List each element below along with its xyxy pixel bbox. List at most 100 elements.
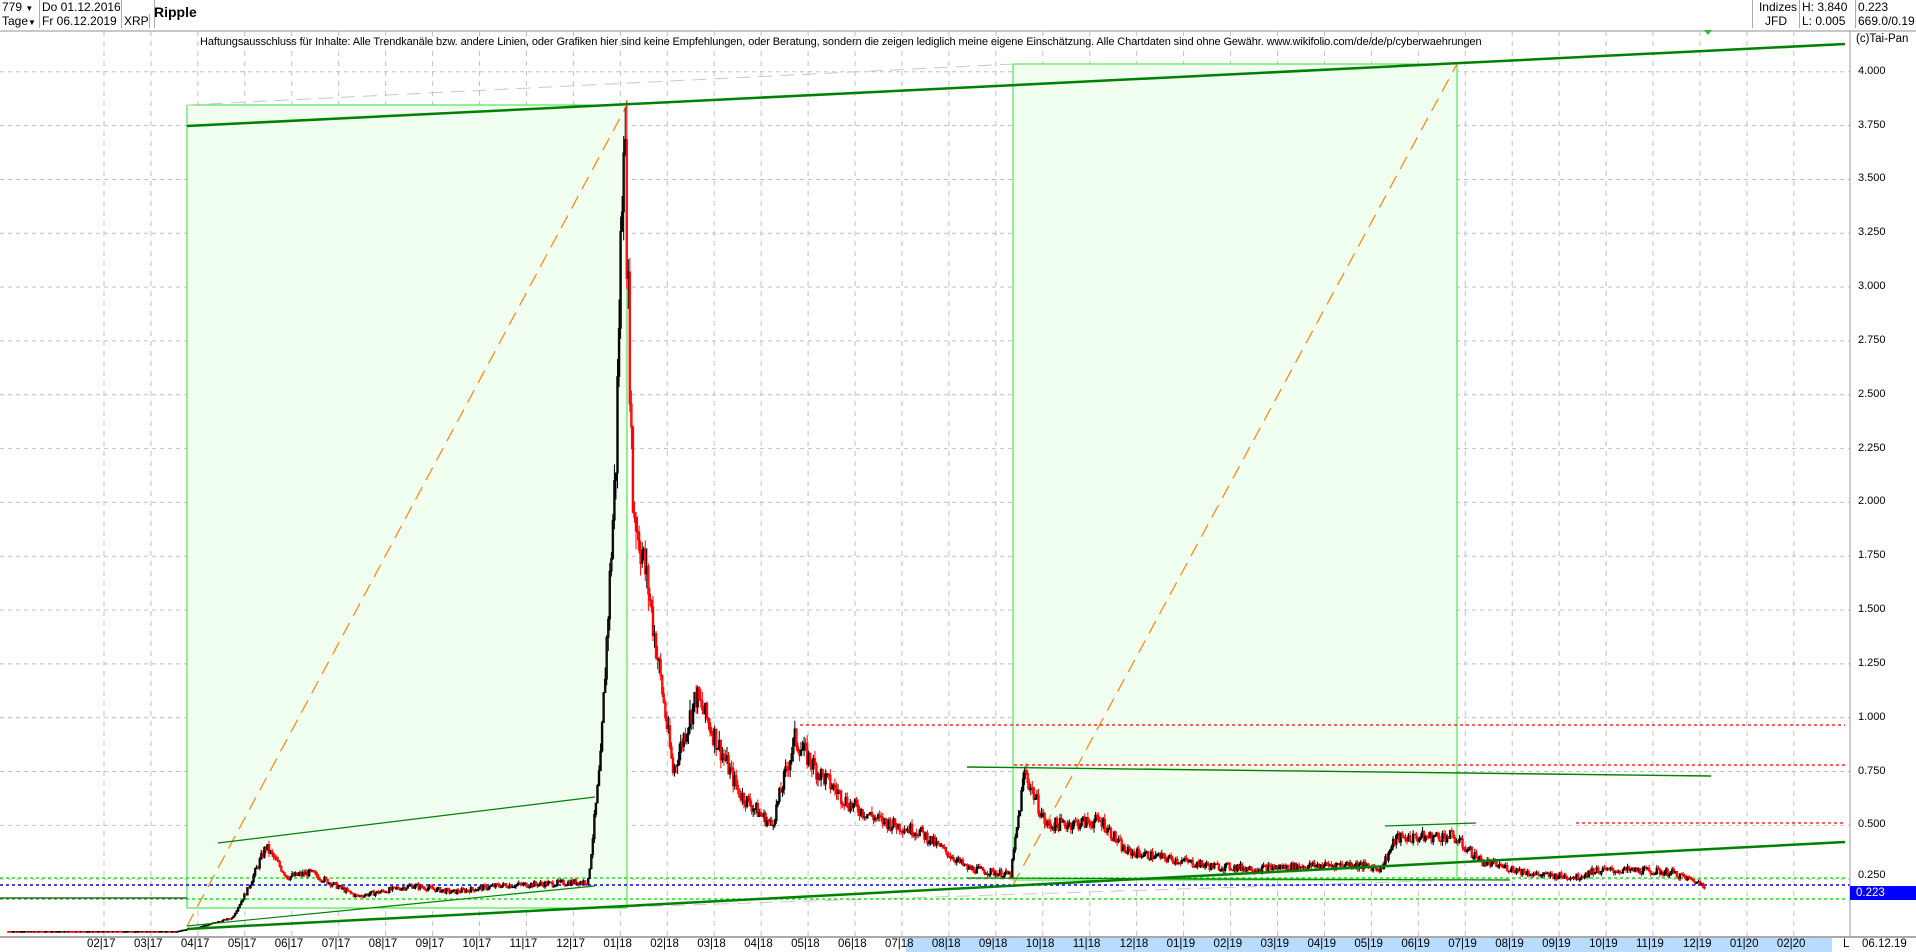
candle-body xyxy=(1058,817,1062,831)
candle-body xyxy=(1479,855,1483,860)
candle-body xyxy=(1162,852,1165,856)
x-tick-label: 10|18 xyxy=(1025,938,1055,950)
candle-body xyxy=(654,633,658,659)
candle-body xyxy=(241,899,244,902)
candle-body xyxy=(790,753,793,762)
candle-body xyxy=(1071,825,1074,830)
candle-body xyxy=(284,874,288,877)
candle-body xyxy=(1017,815,1020,828)
candle-body xyxy=(841,802,844,806)
y-tick-label: 2.000 xyxy=(1858,495,1886,508)
candle-body xyxy=(918,830,921,837)
bar-count-select[interactable]: 779 ▼ xyxy=(0,0,40,14)
candle-body xyxy=(1475,852,1478,859)
candle-body xyxy=(610,558,613,572)
candle-body xyxy=(588,868,591,879)
candle-body xyxy=(1654,873,1657,876)
upper-trendline xyxy=(186,42,1846,128)
candle-body xyxy=(1120,839,1123,852)
candle-body xyxy=(620,211,624,232)
candle-body xyxy=(488,885,491,889)
candle-body xyxy=(671,757,675,774)
y-tick-label: 1.750 xyxy=(1858,549,1886,562)
candle-body xyxy=(360,895,363,897)
start-date[interactable]: Do 01.12.2016 xyxy=(42,0,122,14)
candle-body xyxy=(611,519,615,560)
candle-body xyxy=(1160,852,1164,859)
channel-line xyxy=(217,796,596,844)
candle-body xyxy=(1203,864,1207,868)
candle-body xyxy=(910,823,914,836)
candle-body xyxy=(534,881,537,885)
candle-body xyxy=(710,731,713,735)
candle-body xyxy=(659,659,662,677)
candle-body xyxy=(1011,859,1014,878)
candle-body xyxy=(782,770,786,790)
candle-body xyxy=(221,919,224,923)
extra-value: 669.0/0.19 xyxy=(1858,14,1915,28)
candle-body xyxy=(1077,820,1080,829)
candle-body xyxy=(1128,846,1131,850)
candle-body xyxy=(795,728,798,748)
candle-body xyxy=(813,758,817,766)
candle-body xyxy=(846,796,849,808)
candle-body xyxy=(1206,862,1210,866)
candle-body xyxy=(1114,831,1117,842)
candle-body xyxy=(1126,846,1130,854)
x-axis-highlight[interactable] xyxy=(906,938,1832,952)
period: Tage xyxy=(2,14,29,28)
candle-body xyxy=(699,698,702,702)
candle-body xyxy=(830,787,834,790)
candle-body xyxy=(955,859,958,863)
candle-body xyxy=(1182,859,1185,862)
candle-body xyxy=(1600,870,1603,875)
current-price-label: 0.223 xyxy=(1850,886,1916,900)
candle-body xyxy=(286,875,289,880)
candle-body xyxy=(1672,868,1676,874)
candle-body xyxy=(756,803,760,817)
candle-body xyxy=(633,511,636,518)
candle-body xyxy=(1049,823,1053,829)
channel-line xyxy=(186,885,596,927)
candle-body xyxy=(460,888,463,893)
candle-body xyxy=(1404,836,1407,841)
candle-body xyxy=(1003,872,1006,877)
high-value: H: 3.840 xyxy=(1800,0,1856,14)
candle-body xyxy=(1048,820,1051,825)
candle-body xyxy=(1314,864,1318,867)
candle-body xyxy=(321,881,325,883)
candle-body xyxy=(1066,824,1069,829)
candle-body xyxy=(775,804,778,821)
gray-diagonal xyxy=(626,879,1458,908)
candle-body xyxy=(602,692,605,723)
candle-body xyxy=(1560,872,1563,877)
candle-body xyxy=(546,881,550,886)
candle-body xyxy=(1458,838,1461,843)
candle-body xyxy=(1496,865,1500,868)
candle-body xyxy=(1240,863,1244,871)
candle-body xyxy=(866,813,869,819)
candle-body xyxy=(978,866,982,869)
candle-body xyxy=(270,850,274,854)
candles xyxy=(7,100,1706,933)
candle-body xyxy=(475,889,479,891)
axis-end-marker[interactable]: L xyxy=(1843,938,1850,950)
period-select[interactable]: Tage▼ xyxy=(0,14,40,28)
candle-body xyxy=(616,376,619,474)
candle-body xyxy=(431,886,434,890)
candle-body xyxy=(1689,877,1692,880)
candle-body xyxy=(235,910,238,914)
candle-body xyxy=(594,802,598,815)
candle-body xyxy=(283,872,286,876)
candle-body xyxy=(821,768,824,774)
candle-body xyxy=(719,739,723,761)
candle-body xyxy=(1325,862,1329,865)
candle-body xyxy=(785,766,789,770)
candle-body xyxy=(435,887,439,892)
candle-body xyxy=(489,885,493,888)
end-date[interactable]: Fr 06.12.2019 xyxy=(40,14,122,28)
candle-body xyxy=(1441,833,1444,842)
source-label: Indizes xyxy=(1752,0,1800,14)
candle-body xyxy=(1658,868,1662,875)
